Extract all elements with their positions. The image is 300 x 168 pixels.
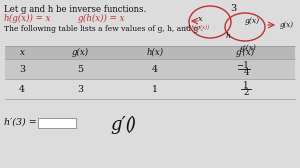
Text: g′(x): g′(x) — [240, 44, 256, 52]
Text: 3: 3 — [19, 65, 25, 74]
Text: −1: −1 — [237, 61, 249, 70]
Text: x: x — [198, 15, 203, 23]
Text: h′(3) =: h′(3) = — [4, 118, 37, 127]
Text: Let g and h be inverse functions.: Let g and h be inverse functions. — [4, 5, 146, 14]
Text: g(x): g(x) — [71, 48, 88, 57]
Text: g′(: g′( — [110, 116, 133, 134]
Text: g: g — [78, 14, 83, 23]
Text: x=h(g(x)): x=h(g(x)) — [185, 24, 211, 30]
Text: g(x): g(x) — [280, 21, 294, 29]
Text: h(x): h(x) — [146, 48, 164, 57]
Text: ): ) — [128, 116, 135, 134]
Text: 2: 2 — [243, 88, 249, 97]
Text: (h(x)) = x: (h(x)) = x — [83, 14, 124, 23]
Text: g′(x): g′(x) — [236, 48, 255, 57]
Text: 3: 3 — [77, 85, 83, 94]
Text: (g(x)) = x: (g(x)) = x — [9, 14, 50, 23]
Text: The following table lists a few values of g, h, and g’.: The following table lists a few values o… — [4, 25, 203, 33]
Text: 1: 1 — [152, 85, 158, 94]
Text: 5: 5 — [77, 65, 83, 74]
Text: 4: 4 — [152, 65, 158, 74]
Text: h: h — [4, 14, 10, 23]
Bar — [5, 46, 295, 59]
Text: g(x): g(x) — [244, 17, 260, 25]
Bar — [5, 59, 295, 79]
Text: 3: 3 — [230, 4, 236, 13]
Text: 1: 1 — [243, 81, 249, 90]
Bar — [38, 118, 76, 128]
Text: h: h — [226, 32, 230, 40]
Text: x: x — [20, 48, 24, 57]
Bar — [5, 79, 295, 99]
Text: 4: 4 — [19, 85, 25, 94]
Text: 4: 4 — [243, 68, 249, 77]
